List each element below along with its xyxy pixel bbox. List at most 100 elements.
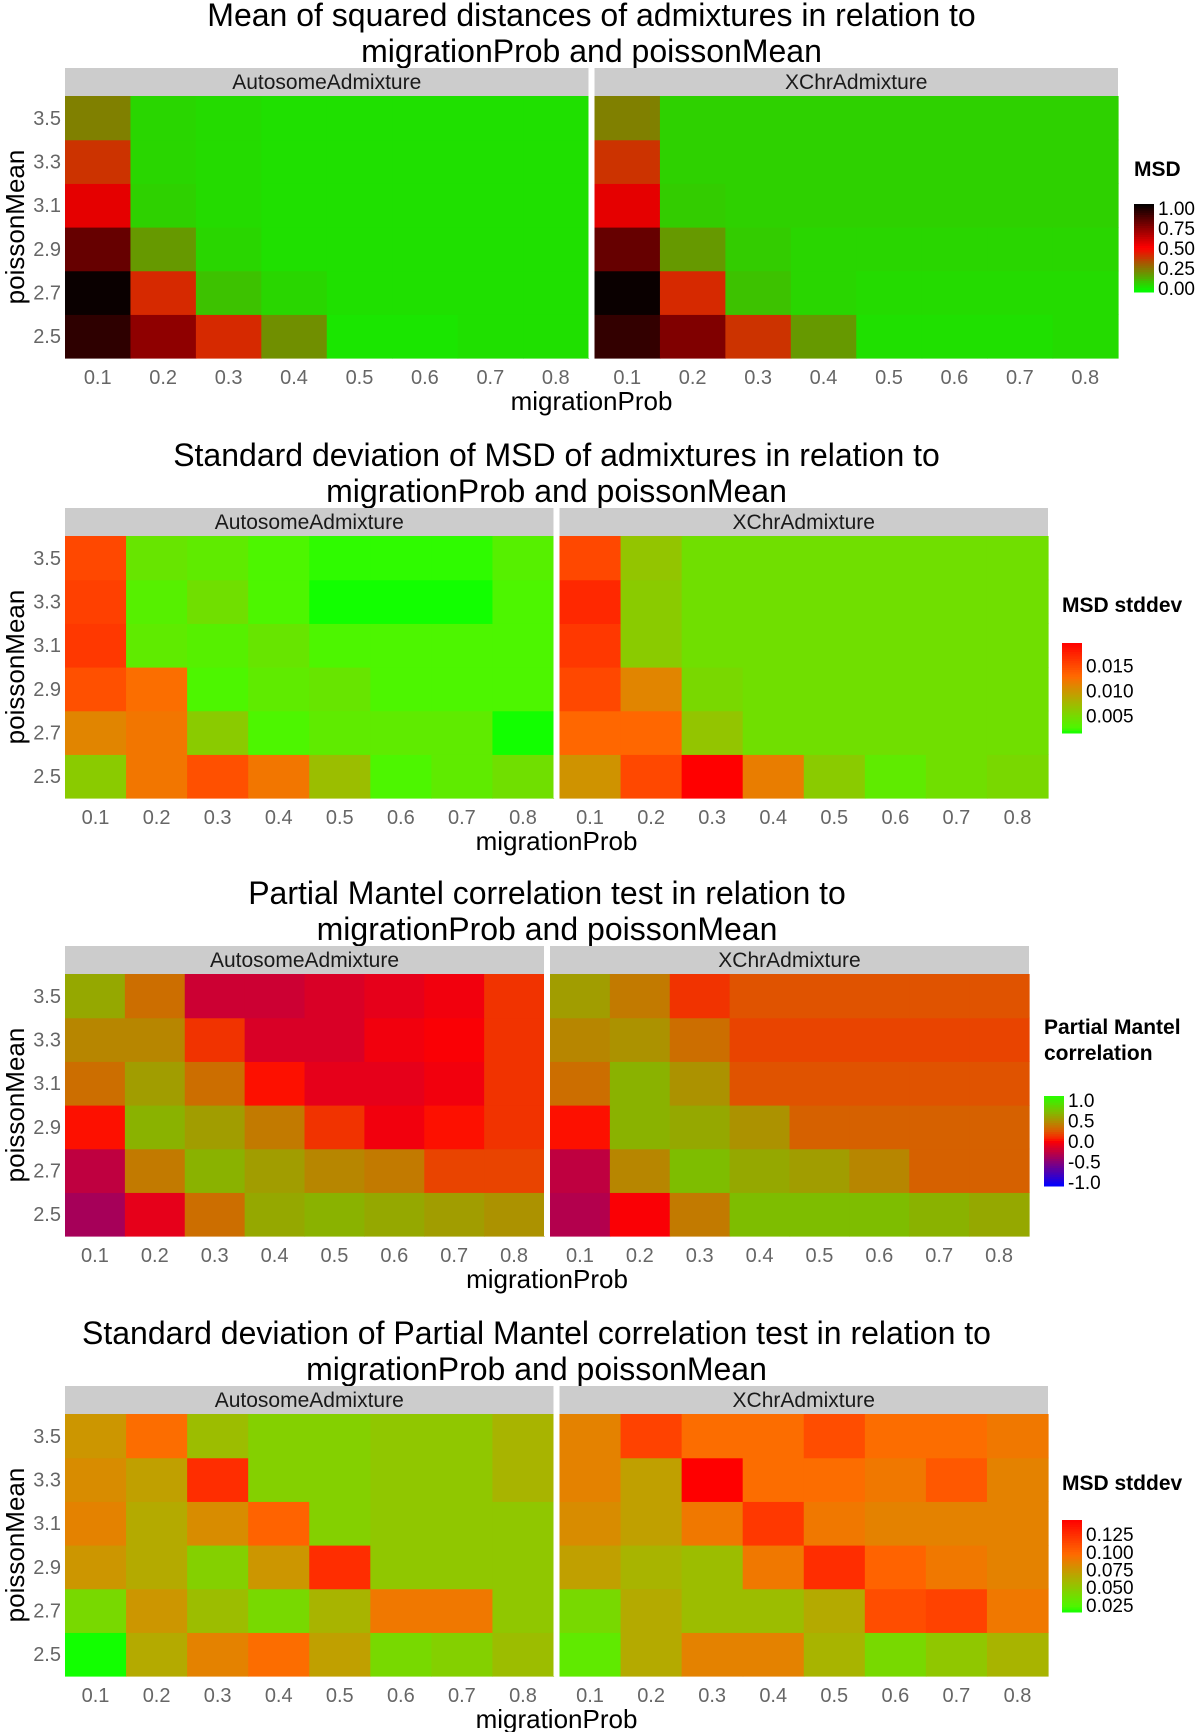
legend-label: 0.25 (1158, 259, 1195, 280)
legend-gradient-step (1062, 1520, 1082, 1523)
heatmap-cell (187, 1457, 249, 1502)
heatmap-cell (559, 1588, 622, 1633)
heatmap-cell (309, 536, 371, 581)
heatmap-cell (126, 1457, 188, 1502)
heatmap-cell (742, 536, 805, 581)
legend-gradient-step (1062, 697, 1082, 700)
facet-label: XChrAdmixture (718, 949, 860, 972)
heatmap-cell (803, 1457, 866, 1502)
heatmap-cell (65, 1192, 126, 1237)
heatmap-cell (364, 1148, 425, 1193)
chart-title: Standard deviation of Partial Mantel cor… (82, 1315, 991, 1351)
legend-gradient-step (1044, 1147, 1064, 1151)
legend-gradient-step (1134, 259, 1154, 262)
legend-gradient-step (1062, 719, 1082, 723)
legend-gradient-step (1134, 283, 1154, 286)
x-tick-label: 0.4 (810, 367, 838, 389)
heatmap-cell (431, 667, 494, 712)
legend-label: 0.75 (1158, 219, 1195, 240)
heatmap-cell (65, 227, 132, 272)
heatmap-cell (492, 1414, 555, 1459)
x-tick-label: 0.5 (820, 1685, 848, 1707)
heatmap-cell (130, 314, 197, 359)
facet-label: AutosomeAdmixture (210, 949, 399, 972)
x-tick-label: 0.1 (82, 1685, 110, 1707)
legend-gradient-step (1134, 217, 1154, 220)
x-tick-label: 0.3 (698, 807, 726, 829)
heatmap-cell (65, 139, 132, 184)
heatmap-cell (1052, 270, 1119, 315)
legend-gradient-step (1044, 1159, 1064, 1162)
heatmap-cell (969, 1061, 1030, 1106)
heatmap-cell (620, 667, 683, 712)
heatmap-cell (864, 710, 927, 755)
legend-gradient-step (1044, 1179, 1064, 1182)
x-tick-label: 0.7 (440, 1245, 468, 1267)
heatmap-cell (364, 1061, 425, 1106)
heatmap-cell (594, 96, 661, 141)
legend-gradient-step (1062, 1536, 1082, 1539)
heatmap-cell (620, 754, 683, 799)
legend-gradient-step (1044, 1116, 1064, 1119)
y-axis-title: poissonMean (0, 1028, 30, 1183)
heatmap-cell (392, 96, 459, 141)
facet-strip (65, 1386, 554, 1414)
y-axis-title: poissonMean (0, 590, 30, 745)
x-tick-label: 0.6 (387, 807, 415, 829)
legend-gradient-step (1134, 256, 1154, 260)
x-tick-label: 0.7 (448, 807, 476, 829)
heatmap-cell (248, 1632, 310, 1677)
heatmap-cell (559, 579, 622, 624)
x-tick-label: 0.4 (759, 1685, 787, 1707)
chart-title: migrationProb and poissonMean (317, 911, 778, 947)
heatmap-cell (457, 314, 524, 359)
heatmap-cell (669, 1192, 731, 1237)
legend-gradient-step (1134, 289, 1154, 293)
heatmap-cell (309, 1414, 371, 1459)
heatmap-cell (424, 974, 485, 1019)
heatmap-cell (126, 1632, 188, 1677)
x-tick-label: 0.4 (280, 367, 308, 389)
legend-gradient-step (1134, 219, 1154, 223)
legend-gradient-step (1062, 1586, 1082, 1590)
heatmap-cell (195, 270, 262, 315)
legend-gradient-step (1044, 1168, 1064, 1171)
legend-label: -1.0 (1068, 1173, 1101, 1194)
x-axis-title: migrationProb (511, 386, 673, 416)
heatmap-cell (986, 579, 1049, 624)
legend-gradient-step (1062, 1540, 1082, 1544)
heatmap-cell (909, 1061, 970, 1106)
heatmap-cell (550, 1061, 611, 1106)
heatmap-cell (969, 1192, 1030, 1237)
y-tick-label: 2.9 (33, 239, 61, 261)
legend-gradient-step (1062, 679, 1082, 682)
legend-gradient-step (1134, 210, 1154, 214)
heatmap-cell (742, 1457, 805, 1502)
heatmap-cell (392, 139, 459, 184)
legend-gradient-step (1062, 654, 1082, 657)
x-tick-label: 0.2 (626, 1245, 654, 1267)
heatmap-cell (803, 1632, 866, 1677)
x-tick-label: 0.2 (149, 367, 177, 389)
heatmap-cell (65, 710, 127, 755)
y-tick-label: 2.5 (33, 766, 61, 788)
x-tick-label: 0.8 (500, 1245, 528, 1267)
x-tick-label: 0.5 (326, 1685, 354, 1707)
heatmap-cell (195, 139, 262, 184)
legend-gradient-step (1134, 261, 1154, 264)
heatmap-cell (909, 1105, 970, 1150)
heatmap-cell (309, 1632, 371, 1677)
x-tick-label: 0.3 (744, 367, 772, 389)
legend-label: 0.075 (1086, 1561, 1134, 1582)
legend-gradient-step (1062, 688, 1082, 691)
heatmap-cell (309, 1457, 371, 1502)
heatmap-cell (126, 1588, 188, 1633)
heatmap-cell (986, 667, 1049, 712)
x-tick-label: 0.8 (1071, 367, 1099, 389)
y-axis-title: poissonMean (0, 150, 30, 305)
legend-gradient-step (1062, 1582, 1082, 1585)
x-tick-label: 0.4 (261, 1245, 289, 1267)
x-tick-label: 0.6 (411, 367, 439, 389)
y-tick-label: 2.5 (33, 326, 61, 348)
